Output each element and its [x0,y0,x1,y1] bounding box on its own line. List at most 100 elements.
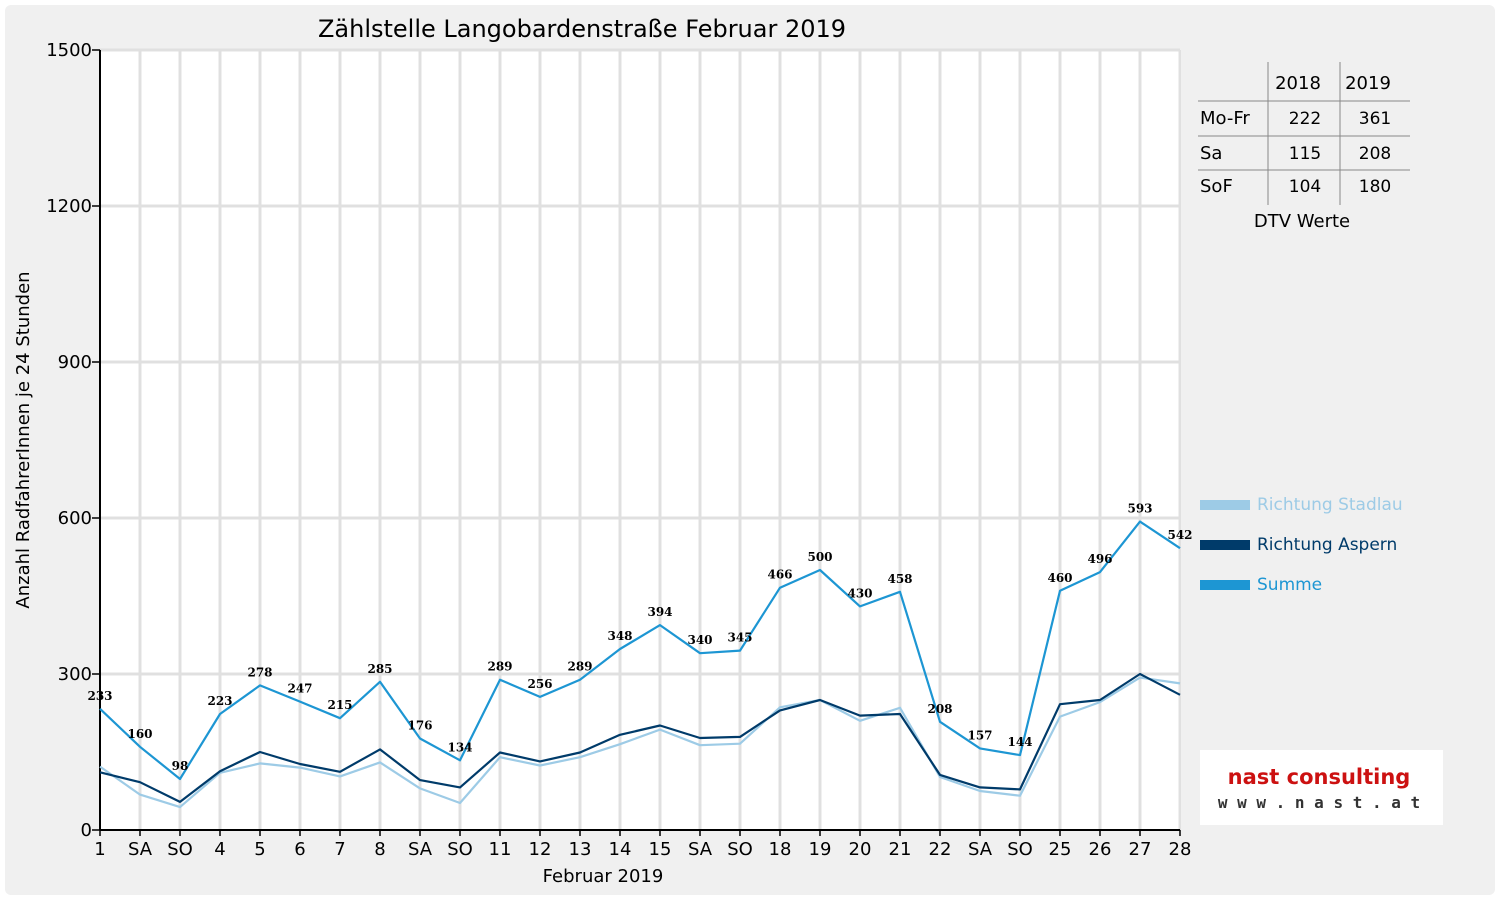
x-tick-label: SA [128,839,153,860]
data-label: 233 [87,689,112,703]
table-caption: DTV Werte [1254,211,1350,232]
x-tick-label: SA [688,839,713,860]
data-label: 223 [207,694,232,708]
logo-name: nast consulting [1228,765,1411,789]
x-tick-label: 19 [809,839,832,860]
x-tick-label: 22 [929,839,952,860]
legend-label-stadlau: Richtung Stadlau [1257,495,1403,515]
x-tick-label: 6 [294,839,305,860]
chart-title: Zählstelle Langobardenstraße Februar 201… [318,15,846,43]
grid [100,48,1182,830]
y-tick-label: 900 [58,352,92,373]
x-tick-label: 5 [254,839,265,860]
data-label: 134 [447,740,472,754]
data-label: 593 [1127,502,1152,516]
legend-swatch-aspern [1200,540,1250,550]
data-label: 458 [887,572,912,586]
data-label: 460 [1047,571,1072,585]
logo-box [1200,750,1443,825]
x-tick-label: 1 [94,839,105,860]
data-label: 247 [287,682,312,696]
x-tick-label: 12 [529,839,552,860]
data-label: 289 [567,660,592,674]
axes [99,50,1180,831]
table-cell: 180 [1359,177,1391,197]
data-label: 345 [727,631,752,645]
series-line-summe [99,520,1181,781]
y-tick-label: 1200 [46,196,92,217]
y-axis-label: Anzahl RadfahrerInnen je 24 Stunden [13,271,34,608]
data-label: 160 [127,727,152,741]
data-label: 285 [367,662,392,676]
x-axis-ticks: 1 SA SO 4 5 6 7 8 SA SO 11 12 13 14 15 SA SO 18 19 20 21 22 SA… [94,830,1191,860]
legend-swatch-stadlau [1200,500,1250,510]
x-tick-label: 7 [334,839,345,860]
x-tick-label: 27 [1129,839,1152,860]
legend-swatch-summe [1200,580,1250,590]
table-row-label: SoF [1200,176,1233,197]
x-tick-label: 4 [214,839,225,860]
x-tick-label: 20 [849,839,872,860]
x-axis-label: Februar 2019 [543,866,664,887]
table-row-label: Mo-Fr [1200,108,1250,129]
logo-url: w w w . n a s t . a t [1218,793,1420,812]
data-label: 542 [1167,528,1192,542]
legend-label-summe: Summe [1257,575,1322,595]
data-label: 430 [847,586,872,600]
legend: Richtung Stadlau Richtung Aspern Summe [1200,495,1403,595]
data-label: 289 [487,660,512,674]
x-tick-label: 18 [769,839,792,860]
y-tick-label: 0 [81,820,92,841]
x-tick-label: SA [408,839,433,860]
data-label: 215 [327,698,352,712]
x-tick-label: SO [727,839,753,860]
x-tick-label: SO [167,839,193,860]
x-tick-label: 28 [1169,839,1192,860]
x-tick-label: SO [447,839,473,860]
data-label: 98 [172,759,189,773]
y-tick-label: 1500 [46,40,92,61]
data-label: 394 [647,605,672,619]
y-axis-ticks: 0 300 600 900 1200 1500 [46,40,100,841]
data-label: 500 [807,550,832,564]
data-label: 157 [967,728,992,742]
plot-area [100,50,1182,830]
data-label: 348 [607,629,632,643]
table-cell: 208 [1359,144,1391,164]
data-label: 340 [687,633,712,647]
x-tick-label: 26 [1089,839,1112,860]
dtv-table: 2018 2019 Mo-Fr 222 361 Sa 115 208 SoF 1… [1198,62,1410,232]
table-cell: 361 [1359,109,1391,129]
data-labels: 233 160 98 223 278 247 215 285 176 134 289 256 289 34… [87,502,1192,773]
table-header-2018: 2018 [1275,73,1321,94]
y-tick-label: 600 [58,508,92,529]
x-tick-label: 25 [1049,839,1072,860]
data-label: 278 [247,665,272,679]
x-tick-label: 14 [609,839,632,860]
logo: nast consulting w w w . n a s t . a t [1200,750,1443,825]
x-tick-label: 8 [374,839,385,860]
legend-label-aspern: Richtung Aspern [1257,535,1397,555]
table-cell: 104 [1289,177,1321,197]
data-label: 208 [927,702,952,716]
x-tick-label: 21 [889,839,912,860]
series-line-richtung-stadlau [99,676,1181,809]
x-tick-label: 15 [649,839,672,860]
table-cell: 222 [1289,109,1321,129]
data-label: 496 [1087,552,1112,566]
table-row-label: Sa [1200,143,1222,164]
series-lines [99,520,1181,809]
data-label: 144 [1007,735,1032,749]
data-label: 176 [407,718,432,732]
table-header-2019: 2019 [1345,73,1391,94]
data-label: 256 [527,677,552,691]
data-label: 466 [767,568,792,582]
y-tick-label: 300 [58,664,92,685]
x-tick-label: 11 [489,839,512,860]
series-line-richtung-aspern [99,672,1181,804]
table-cell: 115 [1289,144,1321,164]
x-tick-label: 13 [569,839,592,860]
x-tick-label: SO [1007,839,1033,860]
x-tick-label: SA [968,839,993,860]
